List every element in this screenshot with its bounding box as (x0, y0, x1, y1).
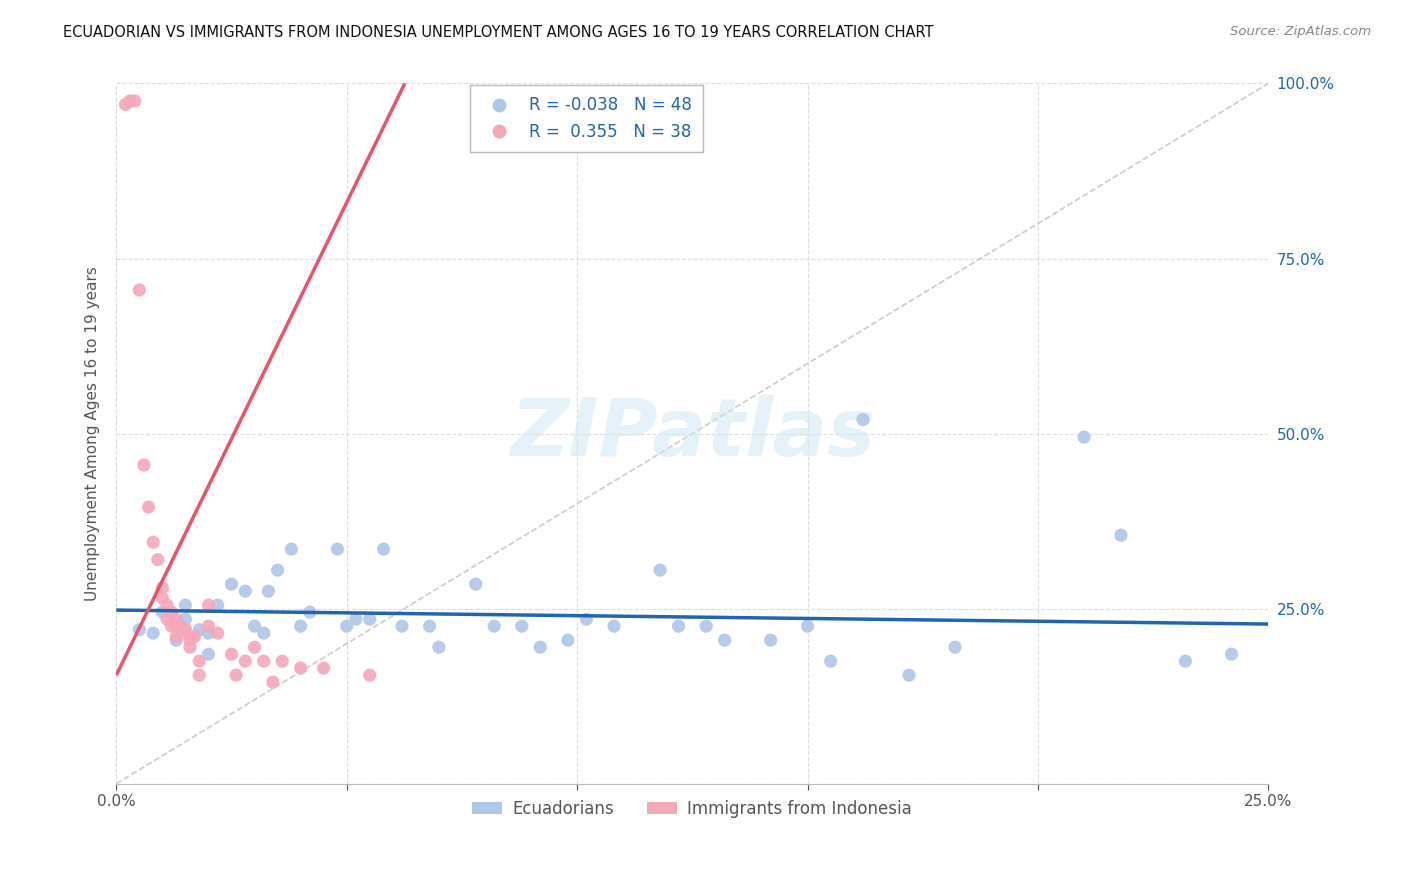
Point (1109, 528, 1132, 542)
Point (150, 591, 173, 606)
Point (271, 654, 294, 668)
Point (1073, 430, 1095, 444)
Point (759, 633, 782, 648)
Point (160, 605, 183, 619)
Legend: Ecuadorians, Immigrants from Indonesia: Ecuadorians, Immigrants from Indonesia (465, 793, 920, 824)
Point (197, 626, 219, 640)
Text: ZIPatlas: ZIPatlas (510, 394, 875, 473)
Point (897, 668, 920, 682)
Point (207, 626, 229, 640)
Point (312, 661, 335, 675)
Point (695, 619, 717, 633)
Point (482, 619, 505, 633)
Point (124, 94, 146, 108)
Point (427, 640, 450, 655)
Point (326, 542, 349, 557)
Point (233, 584, 256, 599)
Point (188, 654, 211, 668)
Point (128, 283, 150, 297)
Point (257, 584, 280, 599)
Point (298, 605, 321, 619)
Point (253, 654, 276, 668)
Point (290, 619, 312, 633)
Point (150, 581, 173, 595)
Point (262, 675, 284, 690)
Text: ECUADORIAN VS IMMIGRANTS FROM INDONESIA UNEMPLOYMENT AMONG AGES 16 TO 19 YEARS C: ECUADORIAN VS IMMIGRANTS FROM INDONESIA … (63, 25, 934, 40)
Point (128, 623, 150, 637)
Point (557, 633, 579, 648)
Point (233, 654, 256, 668)
Point (188, 623, 211, 637)
Point (142, 535, 165, 549)
Point (170, 619, 193, 633)
Point (207, 598, 229, 612)
Point (575, 612, 598, 626)
Point (253, 626, 276, 640)
Point (280, 542, 302, 557)
Point (529, 640, 551, 655)
Point (1174, 654, 1197, 668)
Point (179, 640, 201, 655)
Point (243, 640, 266, 655)
Point (132, 458, 155, 472)
Point (373, 542, 395, 557)
Point (156, 598, 179, 612)
Point (114, 97, 136, 112)
Point (146, 552, 169, 566)
Point (603, 619, 626, 633)
Point (197, 619, 219, 633)
Point (197, 647, 219, 661)
Point (648, 563, 671, 577)
Point (225, 668, 247, 682)
Point (138, 500, 160, 515)
Point (150, 605, 173, 619)
Point (419, 619, 441, 633)
Point (165, 619, 187, 633)
Point (174, 626, 197, 640)
Point (183, 630, 205, 644)
Point (221, 577, 243, 591)
Point (156, 612, 179, 626)
Point (464, 577, 486, 591)
Point (359, 612, 381, 626)
Point (820, 654, 842, 668)
Point (120, 94, 142, 108)
Point (160, 619, 183, 633)
Point (165, 633, 187, 648)
Point (336, 619, 359, 633)
Point (174, 612, 197, 626)
Point (165, 630, 187, 644)
Point (197, 598, 219, 612)
Point (344, 612, 367, 626)
Text: Source: ZipAtlas.com: Source: ZipAtlas.com (1230, 25, 1371, 38)
Point (243, 619, 266, 633)
Point (668, 619, 690, 633)
Point (713, 633, 735, 648)
Point (165, 612, 187, 626)
Point (266, 563, 288, 577)
Point (174, 623, 197, 637)
Point (391, 619, 413, 633)
Point (174, 598, 197, 612)
Point (852, 412, 875, 426)
Point (142, 626, 165, 640)
Point (1220, 647, 1243, 661)
Point (943, 640, 966, 655)
Point (359, 668, 381, 682)
Point (188, 668, 211, 682)
Point (179, 633, 201, 648)
Point (221, 647, 243, 661)
Point (510, 619, 533, 633)
Y-axis label: Unemployment Among Ages 16 to 19 years: Unemployment Among Ages 16 to 19 years (86, 266, 100, 601)
Point (290, 661, 312, 675)
Point (796, 619, 818, 633)
